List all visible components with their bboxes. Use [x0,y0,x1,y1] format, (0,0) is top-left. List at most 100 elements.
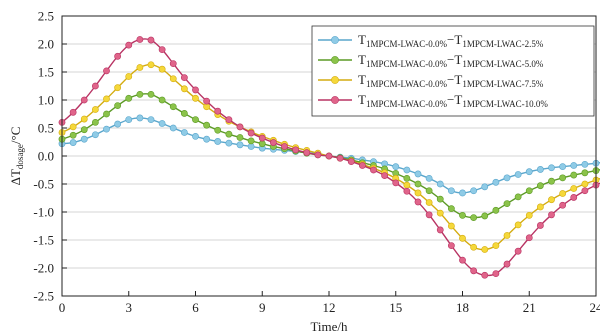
data-point [570,171,578,179]
data-point [459,211,466,219]
data-point [125,73,133,80]
legend-label: T1MPCM-LWAC-0.0%−T1MPCM-LWAC-5.0% [358,52,544,69]
data-point [80,115,88,123]
data-point [103,110,110,118]
data-point [247,137,255,145]
data-point [581,160,589,168]
data-point [91,82,99,90]
data-point [481,246,489,253]
x-tick-label: 0 [59,300,66,315]
data-point [525,234,533,242]
data-point [80,96,88,104]
data-point [436,180,444,188]
data-point [125,94,133,102]
data-point [169,124,177,132]
legend-swatch-marker [331,56,339,64]
series-1 [58,114,600,197]
data-point [503,232,511,239]
data-point [559,201,567,209]
data-point [581,180,589,188]
data-point [514,247,522,255]
legend-box [311,25,595,117]
legend-label: T1MPCM-LWAC-0.0%−T1MPCM-LWAC-7.5% [358,72,544,89]
data-point [414,198,422,206]
y-tick-label: -2.0 [33,261,54,276]
data-point [125,41,133,49]
data-point [559,190,567,197]
data-point [436,195,444,203]
data-point [203,97,211,105]
data-point [525,168,533,176]
data-point [158,120,166,127]
y-tick-label: -1.0 [33,205,54,220]
legend-label: T1MPCM-LWAC-0.0%−T1MPCM-LWAC-2.5% [358,32,544,49]
data-point [80,126,88,134]
data-point [192,94,199,102]
data-point [314,151,322,159]
data-point [236,123,244,131]
data-point [136,91,144,98]
data-point [436,226,444,234]
data-point [69,131,77,139]
data-point [503,200,511,207]
data-point [192,116,199,123]
data-point [158,46,166,53]
data-point [147,61,155,69]
data-point [581,169,589,177]
data-point [180,74,188,81]
data-point [436,209,444,217]
y-axis-label-main: ΔT [8,169,23,185]
data-point [114,120,122,128]
y-axis-label: ΔTdosage/°C [8,127,25,186]
x-tick-label: 9 [259,300,266,315]
data-point [392,179,400,187]
x-tick-label: 12 [323,300,336,315]
data-point [125,116,133,123]
data-point [503,260,511,268]
y-tick-label: 1.5 [38,65,54,80]
x-tick-label: 24 [590,300,600,315]
x-tick-label: 15 [389,300,402,315]
data-point [169,60,177,67]
data-point [336,154,344,162]
data-point [147,91,155,98]
series-layer [58,36,600,279]
data-point [525,187,533,195]
y-tick-label: 0.5 [38,121,54,136]
data-point [570,194,578,201]
data-point [447,187,455,195]
data-point [536,166,544,173]
data-point [247,129,255,137]
data-point [247,143,255,150]
series-4 [58,36,600,279]
data-point [91,131,99,139]
data-point [459,189,466,197]
data-point [180,85,188,93]
data-point [103,125,110,133]
data-point [492,242,500,249]
data-point [203,135,211,143]
x-tick-label: 3 [126,300,133,315]
data-point [114,52,122,60]
legend-swatch-marker [331,96,339,104]
y-tick-label: -0.5 [33,177,54,192]
data-point [570,185,578,192]
data-point [548,164,555,172]
data-point [214,138,222,145]
data-point [570,162,578,169]
data-point [447,222,455,230]
data-point [459,234,466,242]
y-tick-label: 0.0 [38,149,54,164]
data-point [180,129,188,136]
data-point [470,187,478,195]
data-point [548,196,555,204]
data-point [69,139,77,146]
data-point [503,174,511,182]
data-point [292,146,300,154]
data-point [525,211,533,219]
data-point [325,152,333,160]
data-point [425,211,433,219]
data-point [158,96,166,104]
axis-ticks: 0 3 6 9 12 15 18 21 24 -2.5 -2.0 -1.5 -1.0 -0.5 0.0 0.5… [33,9,600,316]
